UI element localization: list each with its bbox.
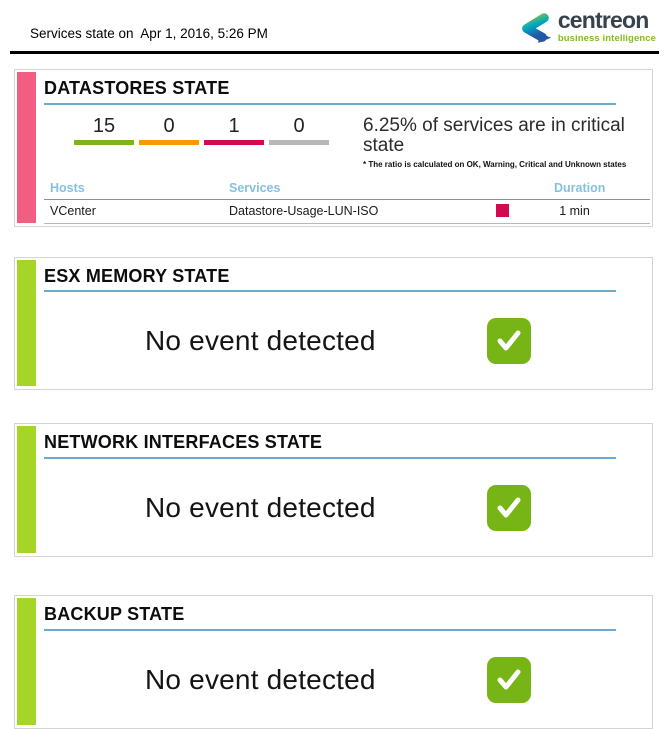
centreon-logo: centreon business intelligence	[518, 9, 656, 49]
stat-critical: 1	[204, 114, 264, 145]
card-accent-bar	[17, 426, 36, 554]
card-title: BACKUP STATE	[44, 604, 185, 625]
stat-warning-value: 0	[163, 114, 175, 137]
esx-memory-state-card: ESX MEMORY STATE No event detected	[14, 256, 653, 391]
card-title: ESX MEMORY STATE	[44, 265, 230, 286]
column-header-duration: Duration	[554, 180, 606, 195]
column-header-services: Services	[229, 180, 281, 195]
datastores-stats: 15 0 1 0 6.25% of services are in critic…	[44, 114, 650, 169]
logo-tagline: business intelligence	[557, 33, 656, 44]
card-accent-bar	[17, 72, 36, 223]
column-header-hosts: Hosts	[50, 180, 85, 195]
title-underline	[44, 290, 616, 293]
no-event-message: No event detected	[145, 324, 376, 356]
stat-ok: 15	[74, 114, 134, 145]
stat-warning-underline	[139, 139, 199, 145]
title-underline	[44, 629, 616, 632]
stat-ok-value: 15	[92, 114, 116, 137]
service-cell: Datastore-Usage-LUN-ISO	[229, 203, 379, 218]
status-cell	[494, 204, 554, 218]
stat-ok-underline	[74, 139, 134, 145]
report-header: Services state on Apr 1, 2016, 5:26 PM c…	[0, 0, 669, 51]
stat-unknown-underline	[269, 139, 329, 145]
stat-critical-underline	[204, 139, 264, 145]
stat-unknown: 0	[269, 114, 329, 145]
backup-state-card: BACKUP STATE No event detected	[14, 595, 653, 729]
centreon-logo-text: centreon business intelligence	[558, 9, 656, 44]
card-title: NETWORK INTERFACES STATE	[44, 432, 323, 453]
check-icon	[487, 484, 531, 531]
title-underline	[44, 102, 616, 105]
title-underline	[44, 457, 616, 460]
network-interfaces-state-card: NETWORK INTERFACES STATE No event detect…	[14, 423, 653, 558]
services-table: Hosts Services Duration VCenter Datastor…	[44, 181, 650, 224]
column-header-status	[494, 181, 554, 195]
services-table-header: Hosts Services Duration	[44, 181, 650, 200]
stat-unknown-value: 0	[293, 114, 305, 137]
critical-ratio-summary: 6.25% of services are in critical state	[363, 114, 625, 156]
logo-brand-name: centreon	[557, 7, 650, 33]
card-accent-bar	[17, 598, 36, 726]
duration-cell: 1 min	[559, 203, 590, 218]
card-title: DATASTORES STATE	[44, 78, 230, 98]
no-event-row: No event detected	[44, 292, 650, 389]
header-divider	[10, 51, 659, 54]
check-icon	[487, 656, 531, 703]
table-row: VCenter Datastore-Usage-LUN-ISO 1 min	[44, 200, 650, 224]
host-cell: VCenter	[50, 203, 96, 218]
critical-status-icon	[496, 204, 509, 218]
ratio-footnote: * The ratio is calculated on OK, Warning…	[363, 159, 627, 169]
card-accent-bar	[17, 259, 36, 387]
stat-warning: 0	[139, 114, 199, 145]
check-icon	[487, 317, 531, 364]
no-event-message: No event detected	[145, 491, 376, 523]
stat-critical-value: 1	[228, 114, 240, 137]
datastores-state-card: DATASTORES STATE 15 0 1 0	[14, 69, 653, 227]
no-event-message: No event detected	[145, 663, 376, 695]
centreon-logo-mark-icon	[518, 13, 551, 49]
no-event-row: No event detected	[44, 631, 650, 728]
report-title: Services state on Apr 1, 2016, 5:26 PM	[30, 26, 268, 41]
no-event-row: No event detected	[44, 459, 650, 556]
